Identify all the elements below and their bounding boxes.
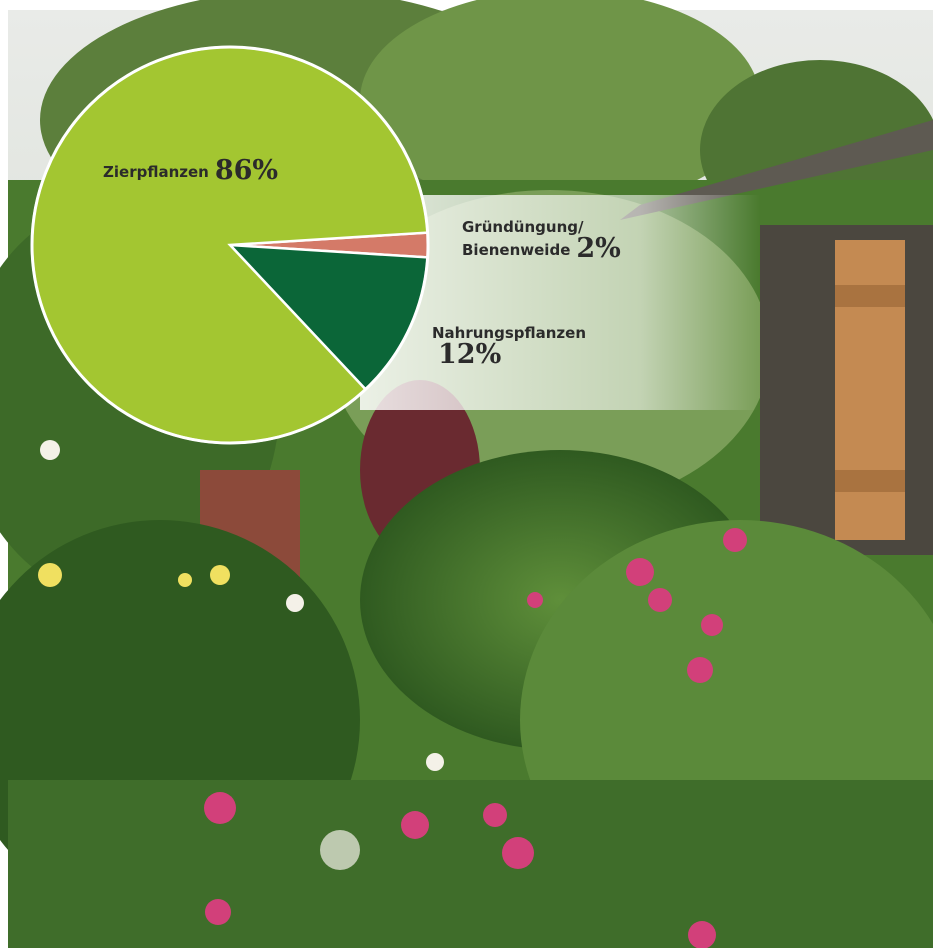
slice-label: Gründüngung/ Bienenweide 2% — [462, 216, 672, 264]
value-label: 86% — [214, 155, 279, 186]
pie — [30, 45, 430, 445]
value-label: 12% — [438, 339, 502, 370]
category-name: Zierpflanzen — [103, 163, 209, 181]
pie-outline — [30, 45, 430, 445]
category-name: Nahrungspflanzen — [432, 324, 587, 342]
slice-label: Nahrungspflanzen 12% — [432, 322, 642, 370]
slice-label: Zierpflanzen 86% — [103, 157, 363, 184]
value-label: 2% — [576, 233, 621, 264]
category-name: Gründüngung/ Bienenweide — [462, 218, 584, 259]
